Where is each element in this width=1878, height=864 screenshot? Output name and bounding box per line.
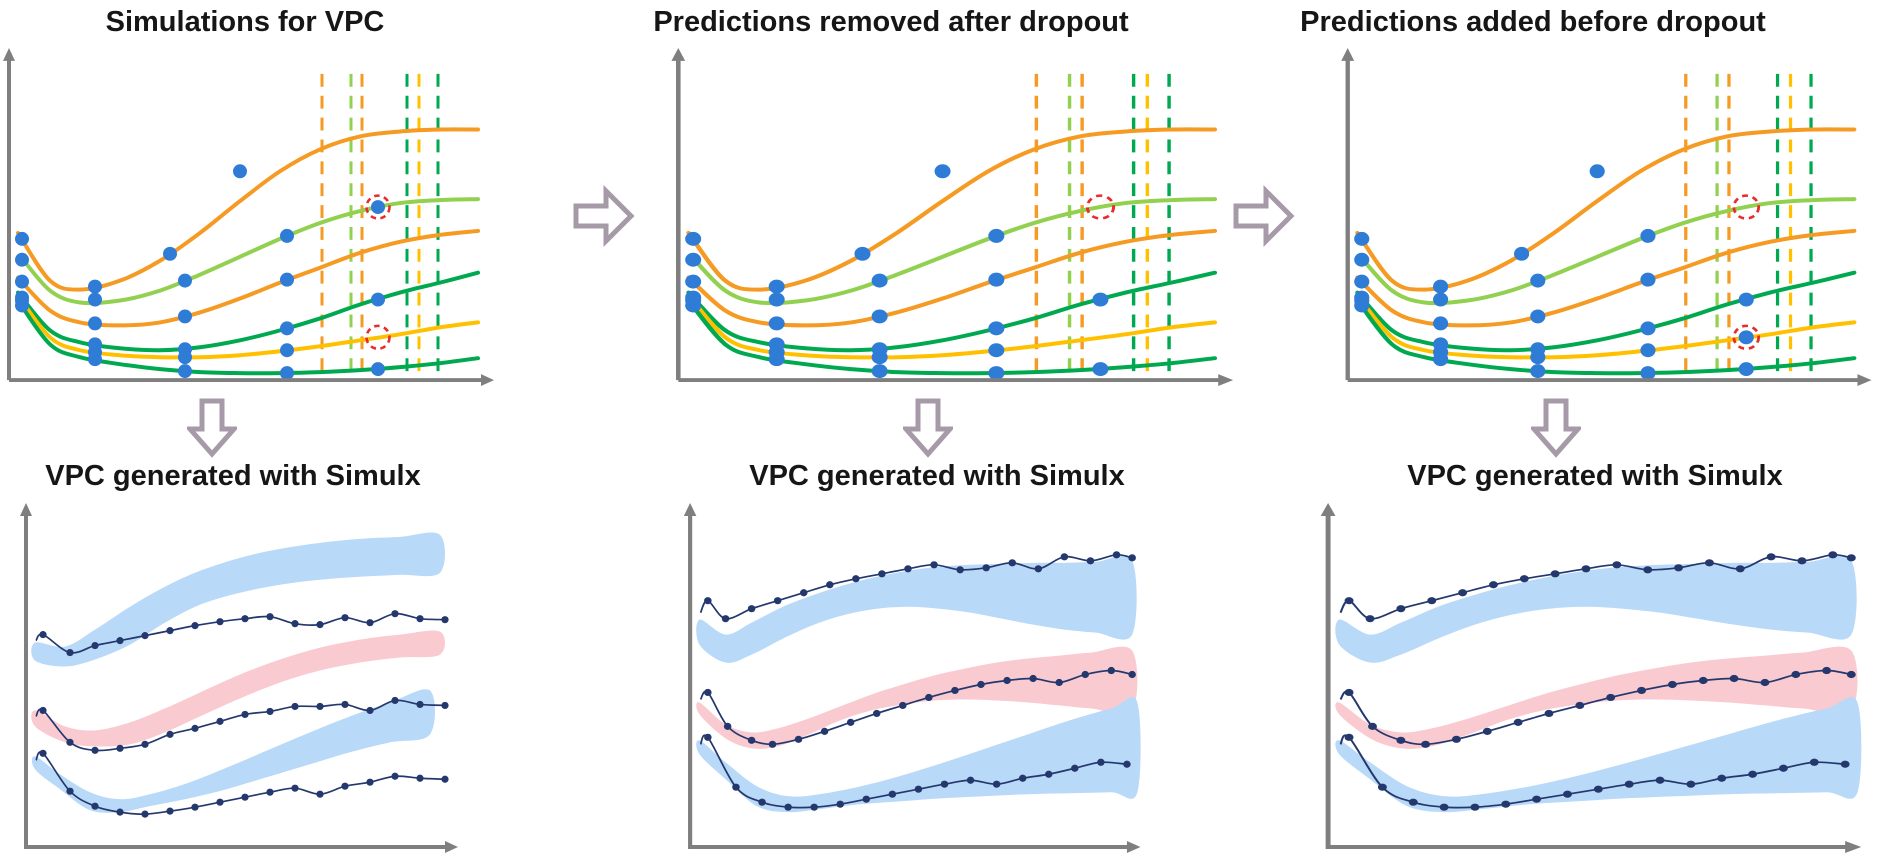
chart-vpc-corrected-removed [663,495,1153,864]
arrow-right-icon [1233,184,1295,248]
chart-vpc-biased [20,502,458,854]
vpc-prediction-bands [31,532,446,813]
red-dashed-circle-icon [365,324,391,351]
red-dashed-circle-icon [365,194,391,220]
arrow-down-icon [1531,398,1581,458]
chart-vpc-corrected-added [1296,495,1876,864]
red-dashed-circle-icon [1732,324,1761,351]
arrow-right-icon [573,184,635,248]
panel-title-vpc-simulx-3: VPC generated with Simulx [1407,460,1783,492]
chart-predictions-added-before-dropout [1338,44,1878,392]
chart-simulations-for-vpc [1,45,496,389]
chart-predictions-removed-after-dropout [668,44,1240,392]
highlighted-point-light-green [371,200,385,215]
panel-title-predictions-added: Predictions added before dropout [1300,6,1766,38]
red-dashed-circle-icon [1085,194,1116,220]
panel-title-vpc-simulx-2: VPC generated with Simulx [749,460,1125,492]
panel-title-simulations-for-vpc: Simulations for VPC [105,6,385,38]
arrow-down-icon [903,398,953,458]
panel-title-predictions-removed: Predictions removed after dropout [653,6,1129,38]
added-point-yellow [1738,330,1754,345]
arrow-down-icon [187,398,237,458]
empirical-percentile-lines [35,610,449,818]
axes [20,502,458,854]
red-dashed-circle-icon [1732,194,1761,220]
panel-title-vpc-simulx-1: VPC generated with Simulx [45,460,421,492]
